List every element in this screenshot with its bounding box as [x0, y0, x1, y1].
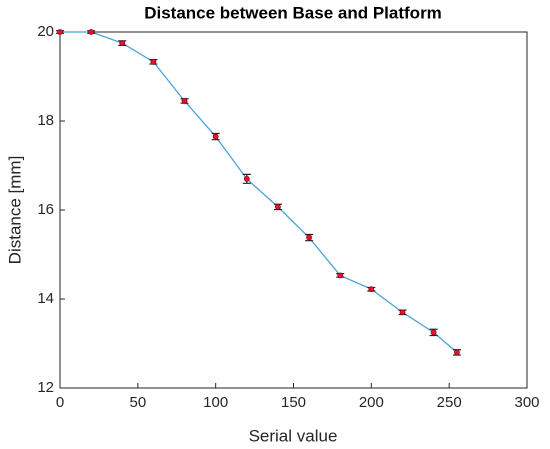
data-line: [60, 31, 458, 353]
data-point: [119, 40, 126, 47]
data-point: [150, 58, 157, 65]
x-tick-label: 100: [203, 394, 228, 411]
data-point: [57, 29, 63, 35]
y-tick-label: 14: [37, 290, 54, 307]
y-tick-label: 20: [37, 23, 54, 40]
data-point: [212, 133, 219, 140]
x-tick-label: 250: [437, 394, 462, 411]
y-tick-label: 18: [37, 112, 54, 129]
data-point: [243, 175, 250, 182]
data-point: [430, 329, 437, 336]
data-point: [275, 203, 281, 210]
y-tick-label: 16: [37, 201, 54, 218]
x-tick-label: 50: [129, 394, 146, 411]
data-point: [454, 349, 460, 356]
plot-frame: [59, 31, 528, 389]
chart-title: Distance between Base and Platform: [144, 3, 442, 22]
data-point: [368, 286, 375, 293]
data-point: [399, 309, 406, 316]
x-tick-label: 300: [514, 394, 539, 411]
data-point: [337, 272, 344, 279]
x-tick-label: 0: [56, 394, 64, 411]
data-point: [306, 234, 312, 241]
y-axis-label: Distance [mm]: [5, 156, 24, 265]
data-point: [88, 29, 95, 35]
x-tick-label: 150: [281, 394, 306, 411]
x-axis-label: Serial value: [249, 426, 338, 445]
y-tick-label: 12: [37, 379, 54, 396]
data-point: [181, 98, 188, 104]
x-tick-label: 200: [359, 394, 384, 411]
